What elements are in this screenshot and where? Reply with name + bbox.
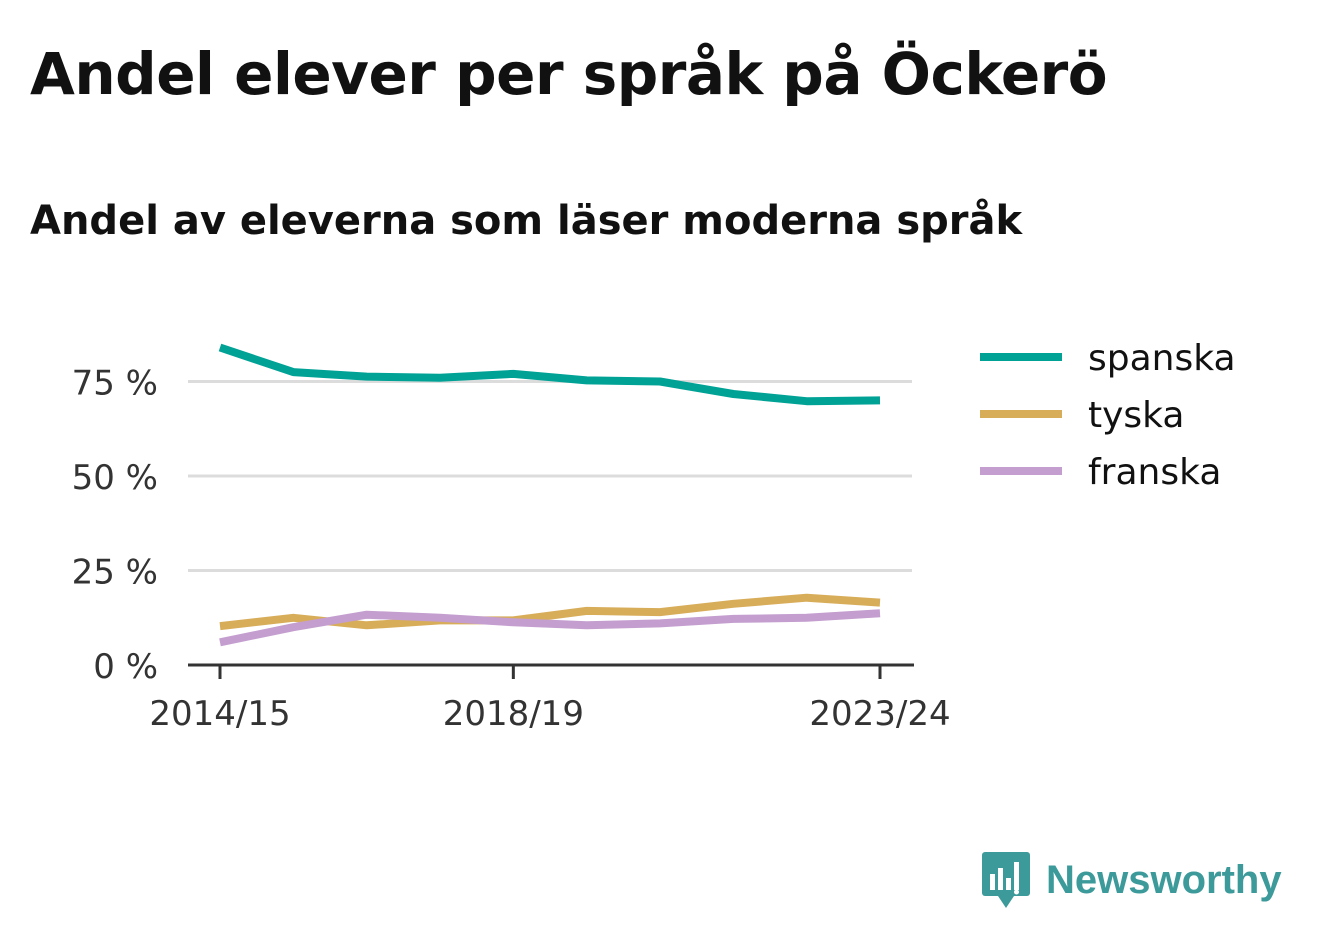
series-lines xyxy=(218,343,881,647)
y-tick-label: 25 % xyxy=(72,553,158,593)
chart-title: Andel elever per språk på Öckerö xyxy=(30,40,1108,108)
legend-label-tyska: tyska xyxy=(1088,395,1184,436)
chart-subtitle: Andel av eleverna som läser moderna språ… xyxy=(30,198,1023,244)
x-tick-label: 2014/15 xyxy=(149,694,290,734)
y-tick-label: 75 % xyxy=(72,364,158,404)
y-tick-label: 0 % xyxy=(93,647,158,687)
legend: spanska tyska franska xyxy=(980,338,1236,493)
legend-label-franska: franska xyxy=(1088,452,1221,493)
newsworthy-logo-icon xyxy=(982,852,1030,908)
brand-name: Newsworthy xyxy=(1046,857,1282,902)
x-tick-label: 2018/19 xyxy=(443,694,584,734)
series-line-spanska xyxy=(218,343,881,406)
x-axis xyxy=(188,663,914,679)
series-line-franska xyxy=(219,609,881,647)
brand: Newsworthy xyxy=(980,850,1282,910)
legend-label-spanska: spanska xyxy=(1088,338,1236,379)
x-tick-label: 2023/24 xyxy=(809,694,950,734)
gridlines xyxy=(188,380,912,572)
y-tick-label: 50 % xyxy=(72,458,158,498)
x-axis-labels: 2014/15 2018/19 2023/24 xyxy=(149,694,950,734)
y-axis-labels: 0 % 25 % 50 % 75 % xyxy=(72,364,158,688)
